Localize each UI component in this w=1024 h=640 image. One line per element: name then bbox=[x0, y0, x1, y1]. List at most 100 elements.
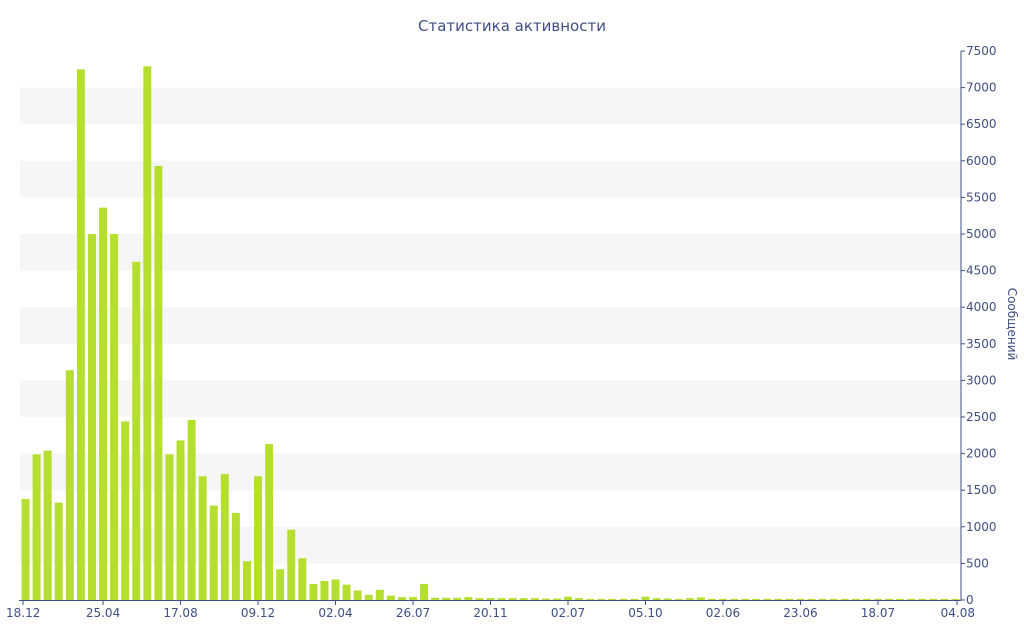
bar bbox=[110, 234, 119, 600]
bar bbox=[752, 598, 761, 600]
bar bbox=[730, 598, 739, 600]
bar bbox=[65, 370, 74, 600]
x-tick-label: 04.08 bbox=[941, 606, 975, 620]
y-axis-label: Сообщений bbox=[1005, 288, 1019, 361]
bar bbox=[209, 505, 218, 600]
bar bbox=[231, 512, 240, 600]
bar bbox=[630, 598, 639, 600]
bar bbox=[940, 598, 949, 600]
x-axis: 18.12 25.04 17.08 09.12 02.04 26.07 20.11 02.07… bbox=[6, 600, 975, 620]
y-tick-label: 5000 bbox=[966, 227, 997, 241]
y-tick-label: 500 bbox=[966, 556, 989, 570]
bar bbox=[519, 598, 528, 600]
grid-band bbox=[20, 380, 961, 417]
bar bbox=[619, 598, 628, 600]
bar bbox=[397, 597, 406, 600]
bar bbox=[87, 234, 96, 600]
x-tick-label: 26.07 bbox=[396, 606, 430, 620]
x-tick-label: 18.12 bbox=[6, 606, 40, 620]
bar bbox=[165, 454, 174, 600]
bar-series bbox=[21, 66, 960, 601]
bar bbox=[652, 598, 661, 600]
bar bbox=[541, 598, 550, 600]
bar bbox=[774, 598, 783, 600]
bar bbox=[564, 596, 572, 600]
bar bbox=[497, 598, 506, 600]
bar bbox=[431, 597, 440, 600]
bar bbox=[453, 597, 462, 600]
bar bbox=[464, 597, 473, 600]
bar bbox=[364, 594, 373, 600]
x-tick-label: 25.04 bbox=[86, 606, 120, 620]
bar bbox=[851, 598, 860, 600]
x-tick-label: 09.12 bbox=[241, 606, 275, 620]
x-tick-label: 18.07 bbox=[861, 606, 895, 620]
bar bbox=[608, 598, 617, 600]
bar bbox=[220, 474, 229, 600]
x-tick-label: 23.06 bbox=[783, 606, 817, 620]
bar bbox=[586, 598, 595, 600]
bar bbox=[309, 583, 318, 600]
bar bbox=[829, 598, 838, 600]
bar bbox=[54, 502, 63, 600]
y-tick-label: 4500 bbox=[966, 264, 997, 278]
bar bbox=[132, 261, 141, 600]
y-axis: 0 500 1000 1500 2000 2500 3000 3500 4000 4500 5000… bbox=[960, 44, 997, 607]
y-tick-label: 7000 bbox=[966, 81, 997, 95]
bar bbox=[320, 580, 329, 600]
bar bbox=[575, 598, 584, 600]
bar bbox=[685, 598, 694, 600]
bar bbox=[99, 207, 108, 600]
y-tick-label: 4000 bbox=[966, 300, 997, 314]
bar bbox=[641, 596, 650, 600]
bar bbox=[475, 598, 484, 600]
y-tick-label: 2500 bbox=[966, 410, 997, 424]
bar bbox=[76, 69, 85, 601]
x-tick-label: 02.07 bbox=[551, 606, 585, 620]
grid-band bbox=[20, 160, 961, 198]
y-tick-label: 5500 bbox=[966, 190, 997, 204]
y-tick-label: 6000 bbox=[966, 154, 997, 168]
y-tick-label: 7500 bbox=[966, 44, 997, 58]
x-tick-label: 17.08 bbox=[163, 606, 197, 620]
bar bbox=[530, 598, 539, 600]
bar bbox=[287, 529, 296, 600]
bar bbox=[331, 579, 340, 600]
bar bbox=[718, 598, 727, 600]
bar bbox=[176, 440, 185, 600]
y-tick-label: 1000 bbox=[966, 520, 997, 534]
x-tick-label: 05.10 bbox=[628, 606, 662, 620]
grid-band bbox=[20, 307, 961, 344]
bar bbox=[420, 583, 429, 600]
bar bbox=[486, 598, 495, 600]
bar bbox=[918, 598, 927, 600]
bar bbox=[121, 421, 130, 600]
y-tick-label: 6500 bbox=[966, 117, 997, 131]
grid-band bbox=[20, 234, 961, 271]
bar bbox=[242, 561, 251, 600]
bar bbox=[707, 598, 716, 600]
bar bbox=[896, 598, 905, 600]
bar bbox=[862, 598, 871, 600]
y-tick-label: 1500 bbox=[966, 483, 997, 497]
grid-bands bbox=[20, 87, 961, 564]
y-tick-label: 0 bbox=[966, 593, 974, 607]
bar bbox=[298, 558, 307, 600]
bar bbox=[696, 597, 705, 600]
bar bbox=[951, 598, 960, 600]
bar bbox=[796, 598, 805, 600]
bar bbox=[674, 598, 683, 600]
bar bbox=[353, 590, 362, 600]
bar bbox=[265, 444, 274, 600]
bar bbox=[154, 165, 163, 600]
bar bbox=[32, 454, 41, 600]
x-tick-label: 20.11 bbox=[473, 606, 507, 620]
bar bbox=[254, 476, 263, 600]
bar bbox=[21, 498, 30, 600]
y-tick-label: 3000 bbox=[966, 373, 997, 387]
bar bbox=[840, 598, 849, 600]
bar bbox=[597, 598, 606, 600]
bar bbox=[907, 598, 916, 600]
bar bbox=[818, 598, 827, 600]
